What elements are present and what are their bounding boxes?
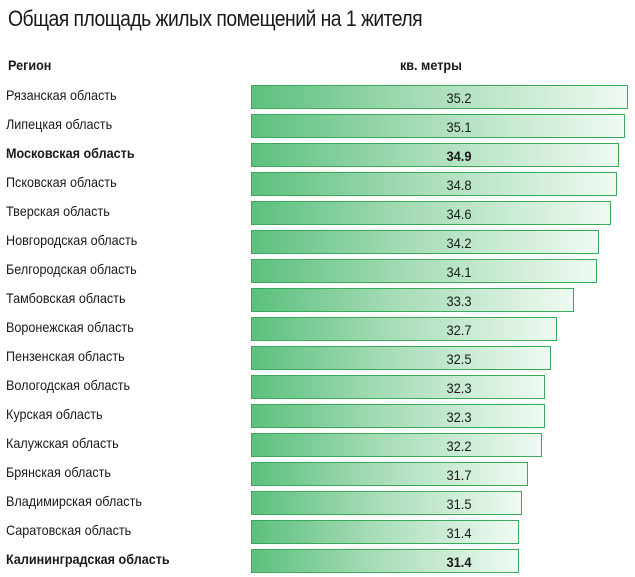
bar-row: Владимирская область 31.5 <box>0 490 635 519</box>
category-label: Владимирская область <box>6 493 142 509</box>
bar <box>251 462 529 486</box>
bar-row: Вологодская область 32.3 <box>0 374 635 403</box>
bar-row: Брянская область 31.7 <box>0 461 635 490</box>
value-label: 31.4 <box>446 525 472 541</box>
bar-row: Московская область 34.9 <box>0 142 635 171</box>
category-label: Саратовская область <box>6 522 132 538</box>
value-label: 35.1 <box>446 119 472 135</box>
bar <box>251 172 617 196</box>
value-label: 34.8 <box>446 177 472 193</box>
value-label: 31.4 <box>446 554 472 570</box>
bar <box>251 114 626 138</box>
value-label: 34.9 <box>446 148 472 164</box>
category-label: Калужская область <box>6 435 119 451</box>
value-label: 35.2 <box>446 90 472 106</box>
bar <box>251 85 628 109</box>
chart-title: Общая площадь жилых помещений на 1 жител… <box>8 6 423 31</box>
category-label: Псковская область <box>6 174 117 190</box>
column-header-unit: кв. метры <box>400 57 462 73</box>
bar <box>251 520 520 544</box>
bar <box>251 230 600 254</box>
category-label: Рязанская область <box>6 87 117 103</box>
bar <box>251 549 520 573</box>
value-label: 32.3 <box>446 380 472 396</box>
category-label: Липецкая область <box>6 116 113 132</box>
bar-row: Тверская область 34.6 <box>0 200 635 229</box>
bar <box>251 491 523 515</box>
category-label: Брянская область <box>6 464 111 480</box>
bar-row: Тамбовская область 33.3 <box>0 287 635 316</box>
bar <box>251 288 574 312</box>
bar <box>251 433 543 457</box>
value-label: 34.1 <box>446 264 472 280</box>
value-label: 32.7 <box>446 322 472 338</box>
value-label: 33.3 <box>446 293 472 309</box>
value-label: 32.3 <box>446 409 472 425</box>
bar <box>251 143 620 167</box>
bar-row: Липецкая область 35.1 <box>0 113 635 142</box>
value-label: 34.6 <box>446 206 472 222</box>
category-label: Белгородская область <box>6 261 137 277</box>
category-label: Пензенская область <box>6 348 125 364</box>
bar-row: Белгородская область 34.1 <box>0 258 635 287</box>
column-header-region: Регион <box>8 57 52 73</box>
value-label: 31.5 <box>446 496 472 512</box>
value-label: 34.2 <box>446 235 472 251</box>
bar <box>251 317 557 341</box>
category-label: Вологодская область <box>6 377 131 393</box>
bar <box>251 259 597 283</box>
category-label: Калининградская область <box>6 551 170 567</box>
bar-row: Калининградская область 31.4 <box>0 548 635 577</box>
bar <box>251 201 611 225</box>
bar-row: Пензенская область 32.5 <box>0 345 635 374</box>
bar-row: Псковская область 34.8 <box>0 171 635 200</box>
bar-row: Калужская область 32.2 <box>0 432 635 461</box>
category-label: Воронежская область <box>6 319 134 335</box>
category-label: Тверская область <box>6 203 110 219</box>
bar-row: Саратовская область 31.4 <box>0 519 635 548</box>
bar-row: Воронежская область 32.7 <box>0 316 635 345</box>
value-label: 31.7 <box>446 467 472 483</box>
value-label: 32.2 <box>446 438 472 454</box>
bar-row: Новгородская область 34.2 <box>0 229 635 258</box>
bar <box>251 346 551 370</box>
value-label: 32.5 <box>446 351 472 367</box>
bar <box>251 404 546 428</box>
category-label: Московская область <box>6 145 135 161</box>
bar <box>251 375 546 399</box>
category-label: Тамбовская область <box>6 290 126 306</box>
category-label: Курская область <box>6 406 103 422</box>
bar-row: Курская область 32.3 <box>0 403 635 432</box>
category-label: Новгородская область <box>6 232 138 248</box>
bar-row: Рязанская область 35.2 <box>0 84 635 113</box>
